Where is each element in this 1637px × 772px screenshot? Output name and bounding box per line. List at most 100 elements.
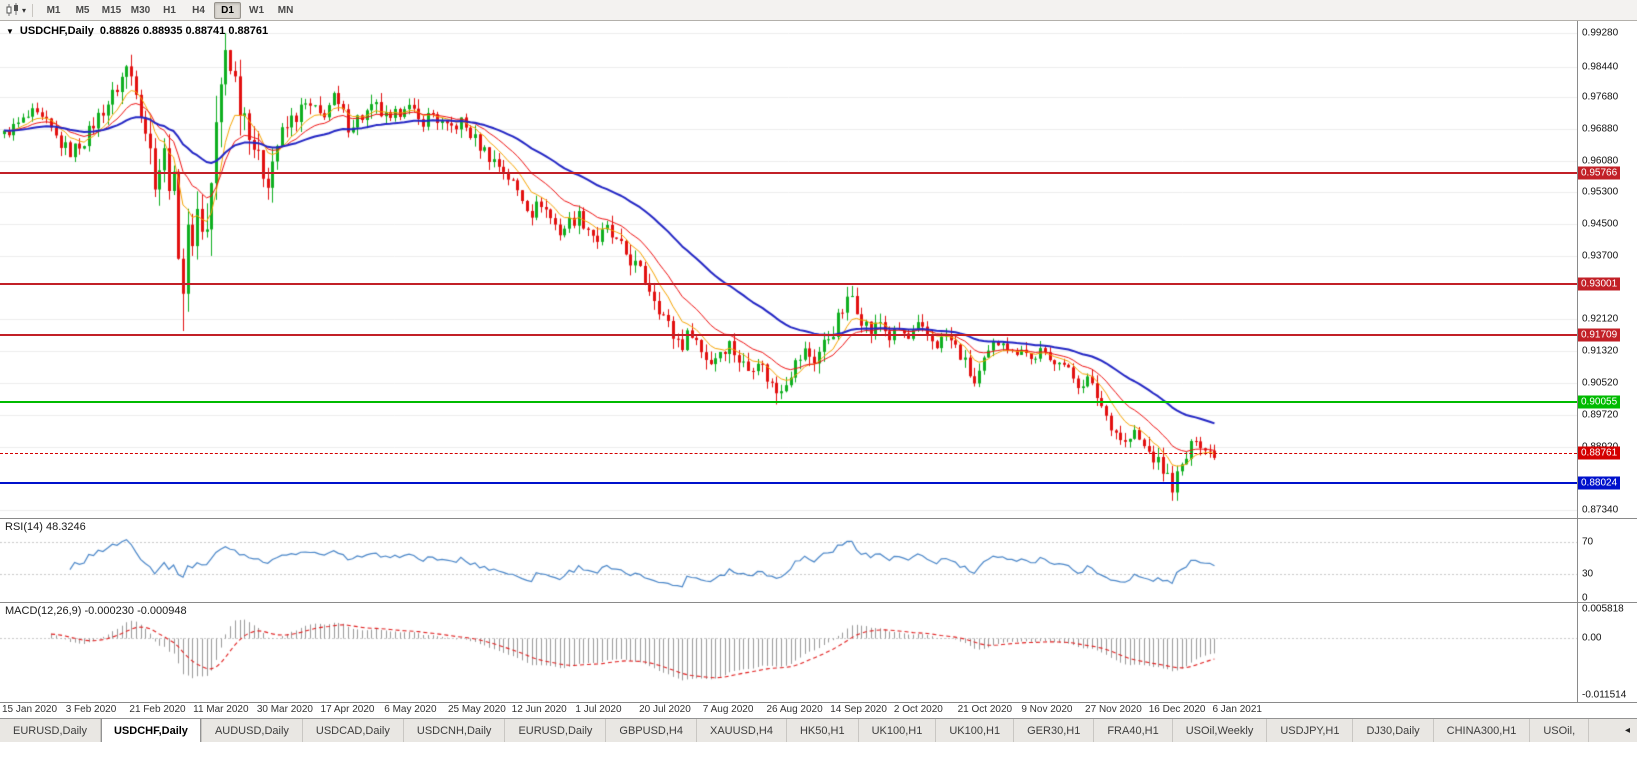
macd-axis-label: -0.011514 [1582, 689, 1627, 701]
price-axis-label: 0.91320 [1582, 345, 1619, 357]
date-axis-label: 7 Aug 2020 [702, 704, 754, 715]
price-level-badge: 0.93001 [1578, 277, 1621, 291]
date-axis-label: 6 May 2020 [384, 704, 437, 715]
price-axis-label: 0.89720 [1582, 409, 1619, 421]
price-axis-label: 0.97680 [1582, 91, 1619, 103]
date-axis-label: 25 May 2020 [447, 704, 506, 715]
chart-tab-usdcnh-daily[interactable]: USDCNH,Daily [404, 719, 506, 742]
timeframe-button-m30[interactable]: M30 [130, 4, 151, 16]
chart-tab-eurusd-daily[interactable]: EURUSD,Daily [0, 719, 101, 742]
current-price-line [0, 453, 1577, 455]
date-axis-label: 3 Feb 2020 [65, 704, 117, 715]
current-price-badge: 0.88761 [1578, 446, 1621, 460]
timeframe-button-m15[interactable]: M15 [101, 4, 122, 16]
chart-tab-china300-h1[interactable]: CHINA300,H1 [1434, 719, 1531, 742]
date-axis-label: 17 Apr 2020 [320, 704, 375, 715]
price-level-badge: 0.91709 [1578, 328, 1621, 342]
timeframe-button-h4[interactable]: H4 [192, 4, 205, 16]
date-axis-label: 9 Nov 2020 [1021, 704, 1073, 715]
date-axis[interactable]: 15 Jan 2020 3 Feb 2020 21 Feb 2020 11 Mar 2… [0, 702, 1577, 718]
rsi-axis-label: 30 [1582, 568, 1594, 580]
collapse-arrow-icon[interactable]: ▼ [6, 26, 14, 36]
tab-scroll-left-button[interactable]: ◂ [1618, 718, 1637, 742]
price-axis-label: 0.98440 [1582, 61, 1619, 73]
chart-tab-gbpusd-h4[interactable]: GBPUSD,H4 [606, 719, 697, 742]
chart-title: ▼ USDCHF,Daily 0.88826 0.88935 0.88741 0… [6, 25, 268, 37]
chart-tab-usdcad-daily[interactable]: USDCAD,Daily [303, 719, 404, 742]
chart-tab-uk100-h1[interactable]: UK100,H1 [859, 719, 937, 742]
date-axis-label: 12 Jun 2020 [511, 704, 567, 715]
price-level-badge: 0.90055 [1578, 395, 1621, 409]
chart-tab-usdjpy-h1[interactable]: USDJPY,H1 [1267, 719, 1354, 742]
date-axis-label: 21 Feb 2020 [129, 704, 186, 715]
timeframe-button-mn[interactable]: MN [277, 4, 294, 16]
chart-tab-uk100-h1[interactable]: UK100,H1 [936, 719, 1015, 742]
panel-separator [0, 702, 1637, 703]
rsi-axis-label: 0 [1582, 592, 1588, 604]
macd-canvas[interactable] [0, 602, 1577, 702]
resistance-line[interactable] [0, 172, 1577, 175]
rsi-indicator-label: RSI(14) 48.3246 [5, 521, 86, 533]
candlestick-chart-icon [6, 3, 18, 16]
chart-ohlc-values: 0.88826 0.88935 0.88741 0.88761 [99, 25, 269, 37]
date-axis-label: 14 Sep 2020 [830, 704, 887, 715]
timeframe-buttons: M1 M5 M15 M30 H1 H4 D1 W1 MN [39, 0, 300, 20]
date-axis-label: 27 Nov 2020 [1085, 704, 1142, 715]
macd-indicator-label: MACD(12,26,9) -0.000230 -0.000948 [5, 605, 187, 617]
price-axis-label: 0.99280 [1582, 27, 1619, 39]
toolbar-separator [32, 3, 34, 17]
macd-axis-label: 0.00 [1582, 632, 1602, 644]
chart-tab-audusd-daily[interactable]: AUDUSD,Daily [202, 719, 303, 742]
date-axis-label: 30 Mar 2020 [256, 704, 313, 715]
chart-tab-ger30-h1[interactable]: GER30,H1 [1014, 719, 1095, 742]
timeframe-button-h1[interactable]: H1 [163, 4, 176, 16]
chart-tab-hk50-h1[interactable]: HK50,H1 [787, 719, 859, 742]
date-axis-label: 6 Jan 2021 [1212, 704, 1262, 715]
timeframe-button-w1[interactable]: W1 [249, 4, 265, 16]
price-axis-label: 0.90520 [1582, 377, 1619, 389]
date-axis-label: 1 Jul 2020 [575, 704, 622, 715]
price-axis-label: 0.96880 [1582, 123, 1619, 135]
chart-symbol-label: USDCHF,Daily [19, 25, 94, 37]
price-axis-label: 0.94500 [1582, 218, 1619, 230]
date-axis-label: 21 Oct 2020 [957, 704, 1013, 715]
chart-tab-bar: EURUSD,Daily USDCHF,Daily AUDUSD,Daily USDC… [0, 718, 1618, 742]
timeframe-button-d1[interactable]: D1 [214, 1, 242, 19]
chart-tab-usoil[interactable]: USOil, [1530, 719, 1590, 742]
price-axis-label: 0.92120 [1582, 313, 1619, 325]
timeframe-button-m1[interactable]: M1 [46, 4, 61, 16]
resistance-line[interactable] [0, 334, 1577, 337]
chart-tab-fra40-h1[interactable]: FRA40,H1 [1094, 719, 1173, 742]
price-level-badge: 0.95766 [1578, 166, 1621, 180]
panel-separator[interactable] [0, 518, 1637, 519]
date-axis-label: 26 Aug 2020 [766, 704, 823, 715]
resistance-line[interactable] [0, 282, 1577, 285]
timeframe-button-m5[interactable]: M5 [75, 4, 90, 16]
chart-tab-usdchf-daily[interactable]: USDCHF,Daily [100, 719, 202, 742]
rsi-axis-label: 70 [1582, 536, 1594, 548]
chart-tab-xauusd-h4[interactable]: XAUUSD,H4 [697, 719, 787, 742]
date-axis-label: 2 Oct 2020 [893, 704, 943, 715]
chevron-down-icon: ▾ [22, 5, 27, 15]
support-line[interactable] [0, 400, 1577, 403]
rsi-canvas[interactable] [0, 518, 1577, 602]
chart-tab-eurusd-daily[interactable]: EURUSD,Daily [505, 719, 607, 742]
chart-tab-usoil-weekly[interactable]: USOil,Weekly [1173, 719, 1268, 742]
axis-separator [1577, 21, 1578, 702]
price-axis-label: 0.93700 [1582, 250, 1619, 262]
chart-tab-dj30-daily[interactable]: DJ30,Daily [1353, 719, 1434, 742]
date-axis-label: 20 Jul 2020 [639, 704, 691, 715]
panel-separator[interactable] [0, 602, 1637, 603]
price-axis-label: 0.96080 [1582, 155, 1619, 167]
date-axis-label: 11 Mar 2020 [193, 704, 249, 715]
support-line[interactable] [0, 481, 1577, 484]
price-axis-label: 0.95300 [1582, 186, 1619, 198]
chart-type-selector[interactable]: ▾ [5, 0, 26, 20]
timeframe-toolbar: ▾ M1 M5 M15 M30 H1 H4 D1 W1 MN [0, 0, 1637, 21]
date-axis-label: 15 Jan 2020 [2, 704, 58, 715]
price-chart-canvas[interactable] [0, 21, 1577, 518]
price-level-badge: 0.88024 [1578, 476, 1621, 490]
date-axis-label: 16 Dec 2020 [1148, 704, 1206, 715]
price-axis-label: 0.87340 [1582, 504, 1619, 516]
